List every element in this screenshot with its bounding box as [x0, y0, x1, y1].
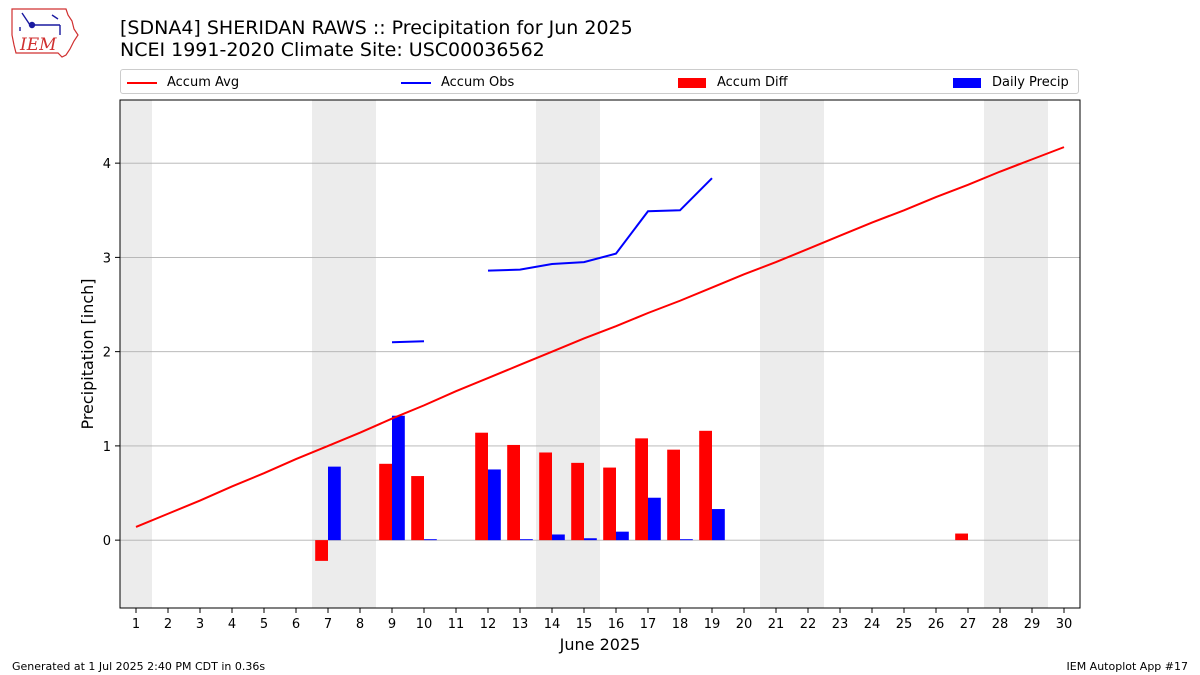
accum-diff-bar-19: [699, 430, 712, 541]
x-tick-label-9: 9: [388, 617, 396, 632]
legend-label-daily-precip: Daily Precip: [992, 75, 1069, 90]
y-tick-label-2: 2: [103, 346, 111, 361]
accum-diff-bar-13: [507, 444, 520, 541]
daily-precip-bar-9: [392, 415, 405, 541]
x-tick-label-22: 22: [800, 617, 817, 632]
x-tick-label-18: 18: [672, 617, 689, 632]
x-tick-label-27: 27: [960, 617, 977, 632]
x-tick-label-24: 24: [864, 617, 881, 632]
x-axis-label: June 2025: [559, 635, 641, 654]
legend-item-accum-avg: Accum Avg: [127, 70, 239, 95]
weekend-shade-1: [120, 100, 152, 608]
weekend-shade-22: [792, 100, 824, 608]
daily-precip-bar-14: [552, 534, 565, 541]
accum-diff-bar-16: [603, 467, 616, 541]
accum-diff-bar-15: [571, 462, 584, 541]
x-tick-label-16: 16: [608, 617, 625, 632]
legend-swatch-accum-obs: [401, 81, 431, 84]
accum-diff-bar-18: [667, 449, 680, 541]
y-tick-label-3: 3: [103, 251, 111, 266]
y-tick-label-4: 4: [103, 157, 111, 172]
legend-label-accum-obs: Accum Obs: [441, 75, 515, 90]
x-tick-label-8: 8: [356, 617, 364, 632]
daily-precip-bar-18: [680, 539, 693, 541]
x-tick-label-3: 3: [196, 617, 204, 632]
x-tick-label-7: 7: [324, 617, 332, 632]
weekend-shade-29: [1016, 100, 1048, 608]
chart-title: [SDNA4] SHERIDAN RAWS :: Precipitation f…: [120, 17, 633, 39]
legend-item-accum-obs: Accum Obs: [401, 70, 514, 95]
weekend-shade-28: [984, 100, 1016, 608]
accum-diff-bar-9: [379, 463, 392, 541]
legend-swatch-accum-avg: [127, 81, 157, 84]
legend-swatch-daily-precip: [953, 77, 981, 88]
x-tick-label-12: 12: [480, 617, 497, 632]
iem-logo: IEM: [11, 8, 79, 58]
accum-diff-bar-17: [635, 438, 648, 541]
legend-label-accum-avg: Accum Avg: [167, 75, 240, 90]
legend-label-accum-diff: Accum Diff: [717, 75, 788, 90]
accum-diff-bar-7: [315, 540, 328, 561]
x-tick-label-2: 2: [164, 617, 172, 632]
daily-precip-bar-16: [616, 531, 629, 541]
y-tick-label-0: 0: [103, 534, 111, 549]
x-tick-label-30: 30: [1056, 617, 1073, 632]
daily-precip-bar-12: [488, 469, 501, 541]
legend-swatch-accum-diff: [678, 77, 706, 88]
accum-obs-line-segment-0: [391, 340, 425, 344]
x-tick-label-5: 5: [260, 617, 268, 632]
daily-precip-bar-10: [424, 539, 437, 541]
x-tick-label-23: 23: [832, 617, 849, 632]
daily-precip-bar-15: [584, 538, 597, 541]
x-tick-label-20: 20: [736, 617, 753, 632]
daily-precip-bar-19: [712, 509, 725, 541]
accum-diff-bar-27: [955, 533, 968, 541]
accum-diff-bar-10: [411, 476, 424, 541]
chart-legend: Accum Avg Accum Obs Accum Diff Daily Pre…: [120, 69, 1079, 94]
x-tick-label-26: 26: [928, 617, 945, 632]
plot-frame: [119, 99, 1081, 609]
generated-timestamp: Generated at 1 Jul 2025 2:40 PM CDT in 0…: [12, 660, 266, 673]
x-tick-label-15: 15: [576, 617, 593, 632]
x-tick-label-4: 4: [228, 617, 236, 632]
x-tick-label-11: 11: [448, 617, 465, 632]
weekend-shade-8: [344, 100, 376, 608]
x-tick-label-17: 17: [640, 617, 657, 632]
daily-precip-bar-17: [648, 497, 661, 541]
autoplot-app-label: IEM Autoplot App #17: [1066, 660, 1189, 673]
x-tick-label-10: 10: [416, 617, 433, 632]
svg-text:IEM: IEM: [19, 35, 57, 55]
accum-diff-bar-14: [539, 452, 552, 541]
x-tick-label-19: 19: [704, 617, 721, 632]
x-tick-label-28: 28: [992, 617, 1009, 632]
x-tick-label-29: 29: [1024, 617, 1041, 632]
y-tick-label-1: 1: [103, 440, 111, 455]
x-tick-label-14: 14: [544, 617, 561, 632]
daily-precip-bar-7: [328, 466, 341, 541]
y-axis-label: Precipitation [inch]: [78, 278, 97, 429]
x-tick-label-25: 25: [896, 617, 913, 632]
accum-avg-line-segment-0: [135, 146, 1065, 528]
x-tick-label-1: 1: [132, 617, 140, 632]
legend-item-accum-diff: Accum Diff: [678, 70, 788, 95]
accum-diff-bar-12: [475, 432, 488, 541]
x-tick-label-21: 21: [768, 617, 785, 632]
weekend-shade-21: [760, 100, 792, 608]
accum-obs-line-segment-1: [487, 177, 713, 272]
chart-subtitle: NCEI 1991-2020 Climate Site: USC00036562: [120, 39, 545, 61]
x-tick-label-13: 13: [512, 617, 529, 632]
x-tick-label-6: 6: [292, 617, 300, 632]
daily-precip-bar-13: [520, 539, 533, 541]
legend-item-daily-precip: Daily Precip: [953, 70, 1069, 95]
